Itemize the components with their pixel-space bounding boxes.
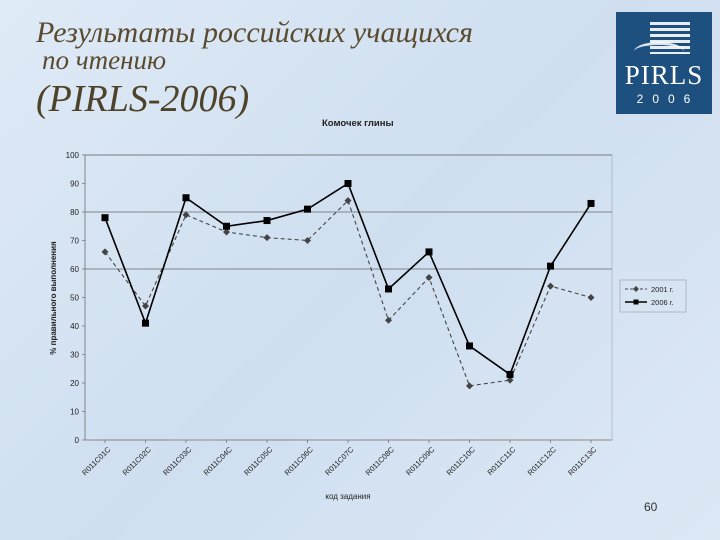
data-point-square (466, 342, 473, 350)
y-tick-label: 40 (70, 322, 79, 331)
pirls-logo: PIRLS 2006 (616, 12, 712, 114)
x-tick-label: R011C11C (486, 445, 518, 477)
x-tick-label: R011C04C (202, 445, 235, 478)
data-point-diamond (263, 234, 271, 242)
x-tick-label: R011C01C (80, 445, 113, 478)
x-tick-label: R011C03C (161, 445, 194, 478)
data-point-square (101, 214, 109, 222)
slide-title: Результаты российских учащихся по чтению (36, 18, 473, 74)
data-point-diamond (587, 294, 595, 301)
x-tick-label: R011C12C (526, 445, 559, 478)
legend-marker-square (633, 299, 639, 305)
legend-label: 2006 г. (651, 298, 674, 307)
data-point-square (223, 222, 230, 230)
y-tick-label: 10 (70, 408, 79, 417)
y-tick-label: 30 (70, 351, 79, 360)
data-point-diamond (142, 302, 149, 310)
logo-swoosh-icon (634, 42, 684, 61)
data-point-diamond (466, 382, 473, 390)
x-tick-label: R011C08C (364, 445, 397, 478)
legend-marker-diamond (633, 286, 639, 292)
data-point-diamond (182, 211, 190, 219)
title-line-1: Результаты российских учащихся (36, 16, 473, 49)
data-point-square (547, 262, 554, 270)
data-point-diamond (101, 248, 109, 256)
data-point-square (182, 194, 190, 202)
data-point-square (263, 217, 271, 225)
legend-label: 2001 г. (651, 285, 674, 294)
x-tick-label: R011C10C (445, 445, 478, 478)
data-point-square (506, 370, 514, 378)
chart-title: Комочек глины (322, 118, 394, 129)
y-tick-label: 0 (75, 436, 80, 445)
data-point-square (385, 285, 392, 293)
x-tick-label: R011C06C (283, 445, 316, 478)
data-point-square (587, 199, 595, 207)
title-line-2: по чтению (42, 45, 167, 75)
y-tick-label: 50 (70, 294, 79, 303)
x-axis-label: код задания (325, 492, 370, 501)
y-tick-label: 60 (70, 265, 79, 274)
x-tick-label: R011C02C (121, 445, 154, 478)
x-tick-label: R011C07C (323, 445, 356, 478)
y-tick-label: 70 (70, 237, 79, 246)
page-number: 60 (644, 500, 658, 514)
data-point-diamond (425, 274, 433, 282)
data-point-square (344, 180, 352, 187)
x-tick-label: R011C05C (242, 445, 275, 478)
data-point-diamond (506, 376, 514, 384)
y-tick-label: 80 (70, 208, 79, 217)
data-point-diamond (547, 282, 554, 290)
data-point-square (142, 319, 149, 327)
data-point-diamond (304, 237, 311, 244)
slide-subtitle: (PIRLS-2006) (36, 78, 250, 120)
data-point-diamond (344, 197, 352, 205)
logo-text: PIRLS (624, 60, 704, 90)
y-tick-label: 20 (70, 379, 79, 388)
y-axis-label: % правильного выполнения (49, 241, 58, 355)
series-line-0 (104, 199, 592, 387)
legend-box (619, 279, 687, 313)
data-point-square (425, 248, 433, 256)
data-point-diamond (223, 228, 230, 236)
y-tick-label: 90 (70, 180, 79, 189)
logo-year: 2006 (636, 92, 700, 106)
data-point-square (304, 205, 311, 213)
y-tick-label: 100 (66, 151, 80, 160)
x-tick-label: R011C09C (404, 445, 437, 478)
x-tick-label: R011C13C (566, 445, 599, 478)
data-point-diamond (385, 316, 392, 324)
